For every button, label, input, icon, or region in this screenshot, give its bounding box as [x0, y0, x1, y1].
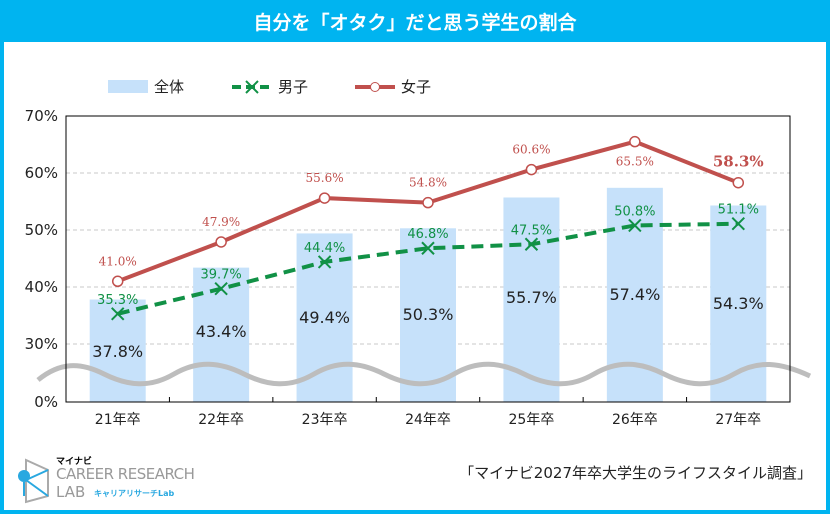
- y-tick-label: 50%: [25, 221, 58, 239]
- male-marker: [111, 307, 125, 321]
- female-marker: [732, 176, 745, 189]
- logo-mark-icon: [18, 458, 49, 504]
- y-tick-label: 70%: [25, 107, 58, 125]
- x-tick-label: 26年卒: [612, 412, 658, 428]
- female-marker: [629, 135, 641, 148]
- female-label: 55.6%: [306, 171, 344, 185]
- legend-label-male: 男子: [278, 78, 308, 96]
- bar-label: 57.4%: [609, 285, 660, 304]
- male-label: 46.8%: [407, 227, 448, 242]
- source-note: 「マイナビ2027年卒大学生のライフスタイル調査」: [459, 464, 812, 482]
- male-marker: [214, 282, 228, 296]
- y-tick-label: 30%: [25, 335, 58, 353]
- bar-24年卒: [400, 228, 456, 402]
- male-label: 35.3%: [97, 293, 138, 308]
- plot-area-border: [65, 115, 791, 403]
- y-tick-label: 60%: [25, 164, 58, 182]
- x-tick-label: 22年卒: [198, 412, 244, 428]
- legend-bar-swatch: [108, 80, 148, 93]
- logo-top: マイナビ: [56, 457, 92, 467]
- male-label: 51.1%: [718, 203, 759, 218]
- male-label: 39.7%: [200, 268, 241, 283]
- axis-break-wave: [36, 361, 812, 387]
- x-tick-label: 23年卒: [302, 412, 348, 428]
- male-marker: [628, 218, 642, 233]
- female-label: 41.0%: [99, 254, 137, 268]
- female-marker: [525, 163, 538, 176]
- male-label: 50.8%: [614, 204, 655, 219]
- legend-label-all: 全体: [154, 78, 184, 96]
- career-research-lab-logo: マイナビ CAREER RESEARCH LAB キャリアリサーチLab: [10, 452, 210, 504]
- female-marker: [111, 275, 124, 288]
- y-tick-label: 40%: [25, 278, 58, 296]
- male-marker: [731, 217, 745, 231]
- bar-label: 43.4%: [196, 322, 247, 341]
- female-label: 47.9%: [202, 215, 240, 229]
- x-tick-label: 24年卒: [405, 412, 451, 428]
- bar-label: 54.3%: [713, 294, 764, 313]
- chart-title: 自分を「オタク」だと思う学生の割合: [4, 4, 826, 42]
- female-marker: [318, 192, 331, 204]
- logo-sub: キャリアリサーチLab: [94, 489, 175, 498]
- x-tick-label: 21年卒: [95, 412, 141, 428]
- male-label: 47.5%: [511, 223, 552, 238]
- male-marker: [421, 241, 435, 255]
- legend-label-female: 女子: [401, 78, 431, 96]
- male-marker: [317, 255, 332, 269]
- female-marker: [422, 196, 434, 209]
- x-tick-label: 25年卒: [509, 412, 555, 428]
- male-marker: [524, 237, 539, 251]
- female-label: 58.3%: [713, 153, 764, 171]
- male-label: 44.4%: [304, 241, 345, 256]
- x-tick-label: 27年卒: [715, 412, 761, 428]
- female-label: 60.6%: [512, 143, 550, 157]
- bar-label: 50.3%: [403, 305, 454, 324]
- legend-male-marker: [245, 80, 259, 94]
- female-marker: [215, 236, 227, 248]
- bar-label: 55.7%: [506, 288, 557, 307]
- y-tick-label: 0%: [34, 393, 58, 411]
- bar-label: 49.4%: [299, 308, 350, 327]
- logo-lab: LAB: [56, 483, 86, 501]
- bar-label: 37.8%: [92, 342, 143, 361]
- legend-female-marker: [370, 82, 380, 92]
- female-label: 54.8%: [409, 176, 447, 190]
- logo-main: CAREER RESEARCH: [56, 465, 195, 483]
- female-label: 65.5%: [616, 155, 654, 169]
